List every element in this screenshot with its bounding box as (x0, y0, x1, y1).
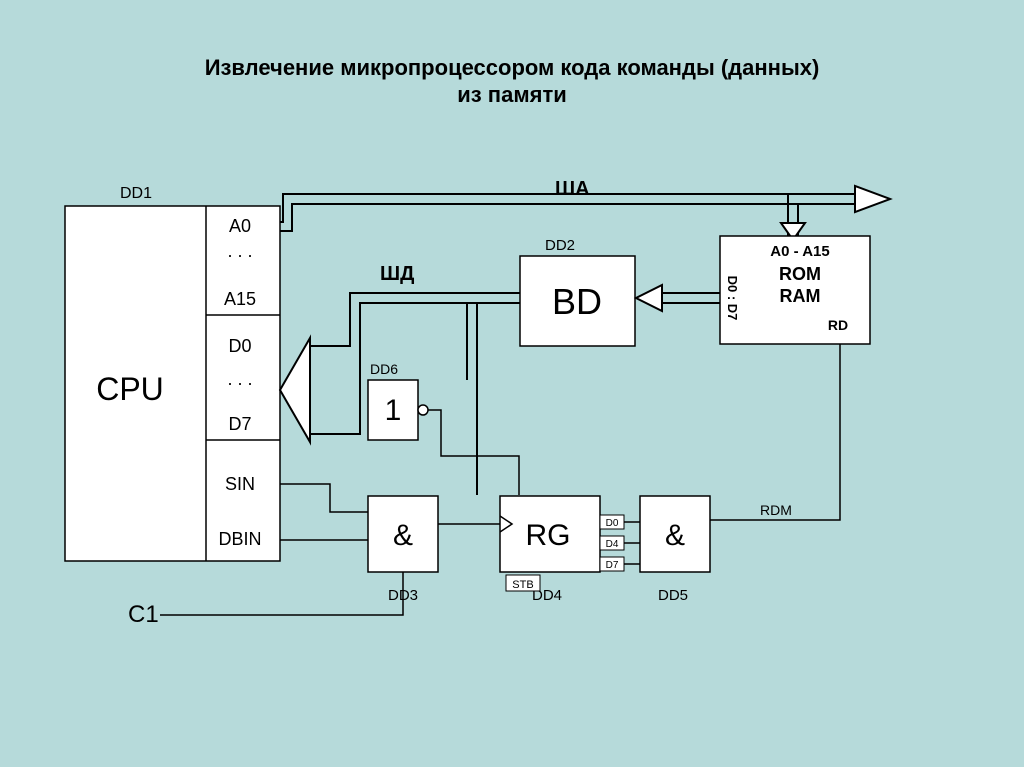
dd4-label: RG (526, 519, 571, 552)
dd2-label: BD (552, 281, 602, 322)
dd3-label: & (393, 519, 413, 552)
cpu-a0: A0 (229, 216, 251, 236)
cpu-d7: D7 (228, 414, 251, 434)
dd6-ref: DD6 (370, 361, 398, 377)
cpu-dots1: . . . (227, 241, 252, 261)
mem-addr: A0 - A15 (770, 243, 829, 260)
cpu-dots2: . . . (227, 369, 252, 389)
dd4-d4: D4 (606, 539, 619, 550)
title-line2: из памяти (457, 82, 567, 107)
dd2-ref: DD2 (545, 237, 575, 254)
cpu-d0: D0 (228, 336, 251, 356)
dd6-label: 1 (385, 394, 402, 427)
dd5-label: & (665, 519, 685, 552)
rdm-label: RDM (760, 502, 792, 518)
title-line1: Извлечение микропроцессором кода команды… (205, 55, 820, 80)
cpu-sin: SIN (225, 474, 255, 494)
mem-rd: RD (828, 317, 848, 333)
mem-ram: RAM (780, 286, 821, 306)
dd4-d0: D0 (606, 518, 619, 529)
dd4-d7: D7 (606, 560, 619, 571)
mem-data: D0 : D7 (725, 276, 740, 321)
dd5-ref: DD5 (658, 587, 688, 604)
cpu-a15: A15 (224, 289, 256, 309)
arrow-shd-cpu (280, 338, 310, 442)
arrow-sha (855, 186, 890, 212)
bus-sha-label: ША (555, 178, 590, 200)
bus-shd-label: ШД (380, 263, 414, 285)
cpu-label: CPU (96, 371, 164, 407)
arrow-mem-bd (636, 285, 662, 311)
c1-label: C1 (128, 601, 159, 628)
cpu-dbin: DBIN (218, 529, 261, 549)
dd4-stb: STB (512, 579, 533, 591)
mem-rom: ROM (779, 264, 821, 284)
cpu-ref: DD1 (120, 185, 152, 202)
